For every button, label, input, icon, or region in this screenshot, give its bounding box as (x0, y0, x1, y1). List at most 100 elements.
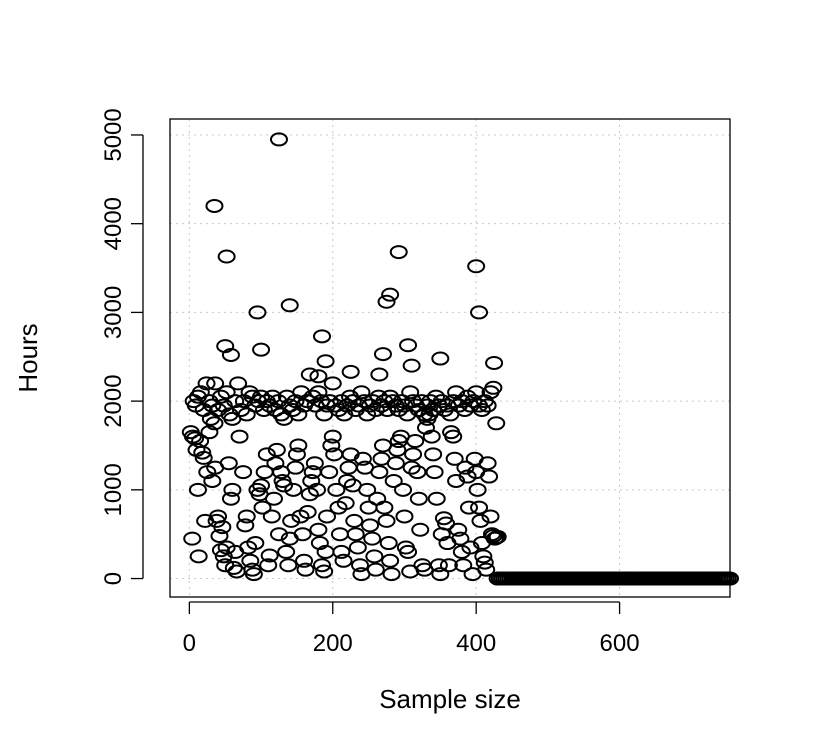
data-point (193, 445, 212, 460)
data-point (366, 402, 385, 417)
data-point (431, 351, 450, 366)
data-point (408, 465, 427, 480)
data-point (286, 460, 305, 475)
x-tick-label: 0 (183, 630, 196, 657)
data-point (353, 451, 372, 466)
data-point (295, 553, 314, 568)
data-point (456, 460, 475, 475)
data-point (298, 505, 317, 520)
data-point (451, 531, 470, 546)
data-point (370, 367, 389, 382)
y-tick-label: 4000 (100, 197, 127, 250)
data-point (484, 380, 503, 395)
data-points (181, 132, 739, 586)
data-point (309, 522, 328, 537)
data-point (444, 429, 463, 444)
data-point (429, 558, 448, 573)
data-point (481, 509, 500, 524)
y-tick-label: 5000 (100, 108, 127, 161)
data-point (388, 442, 407, 457)
data-point (246, 536, 265, 551)
data-point (395, 509, 414, 524)
data-point (477, 562, 496, 577)
data-point (422, 429, 441, 444)
data-point (358, 482, 377, 497)
data-point (351, 558, 370, 573)
data-point (194, 450, 213, 465)
data-point (445, 451, 464, 466)
data-point (183, 531, 202, 546)
data-point (313, 329, 332, 344)
data-point (424, 447, 443, 462)
y-tick-label: 1000 (100, 463, 127, 516)
data-point (411, 522, 430, 537)
data-point (253, 500, 272, 515)
data-point (338, 473, 357, 488)
data-point (449, 522, 468, 537)
data-point (296, 562, 315, 577)
data-point (721, 571, 739, 586)
data-point (480, 469, 499, 484)
data-point (263, 389, 282, 404)
data-point (379, 536, 398, 551)
data-point (280, 298, 299, 313)
axes: 0 200 400 600 0 1000 2000 3000 4000 5000 (100, 108, 640, 657)
data-point (470, 305, 489, 320)
data-point (327, 482, 346, 497)
data-point (427, 491, 446, 506)
data-point (336, 496, 355, 511)
data-point (460, 500, 479, 515)
data-point (269, 132, 288, 147)
data-point (252, 342, 271, 357)
data-point (467, 385, 486, 400)
data-point (365, 549, 384, 564)
data-point (230, 429, 249, 444)
data-point (401, 385, 420, 400)
x-tick-label: 400 (456, 630, 496, 657)
data-point (282, 513, 301, 528)
data-point (402, 460, 421, 475)
data-point (287, 447, 306, 462)
data-point (318, 509, 337, 524)
data-point (363, 531, 382, 546)
data-point (334, 553, 353, 568)
data-point (320, 394, 339, 409)
data-point (370, 465, 389, 480)
data-point (399, 338, 418, 353)
data-point (259, 558, 278, 573)
data-point (323, 429, 342, 444)
data-point (348, 540, 367, 555)
data-point (384, 473, 403, 488)
data-point (339, 460, 358, 475)
y-tick-label: 2000 (100, 374, 127, 427)
data-point (471, 513, 490, 528)
data-point (478, 398, 497, 413)
data-point (237, 509, 256, 524)
data-point (219, 456, 238, 471)
data-point (262, 509, 281, 524)
data-point (488, 529, 507, 544)
data-point (313, 558, 332, 573)
data-point (474, 549, 493, 564)
data-point (373, 347, 392, 362)
data-point (252, 389, 271, 404)
data-point (275, 478, 294, 493)
data-point (305, 456, 324, 471)
data-point (375, 500, 394, 515)
data-point (402, 358, 421, 373)
data-point (431, 567, 450, 582)
data-point (323, 376, 342, 391)
grid-lines (170, 119, 730, 597)
data-point (341, 364, 360, 379)
data-point (382, 567, 401, 582)
data-point (254, 402, 273, 417)
data-point (300, 367, 319, 382)
data-point (267, 442, 286, 457)
data-point (399, 544, 418, 559)
data-point (439, 558, 458, 573)
data-point (221, 491, 240, 506)
data-point (206, 376, 225, 391)
x-tick-label: 200 (313, 630, 353, 657)
data-point (234, 465, 253, 480)
data-point (315, 564, 334, 579)
